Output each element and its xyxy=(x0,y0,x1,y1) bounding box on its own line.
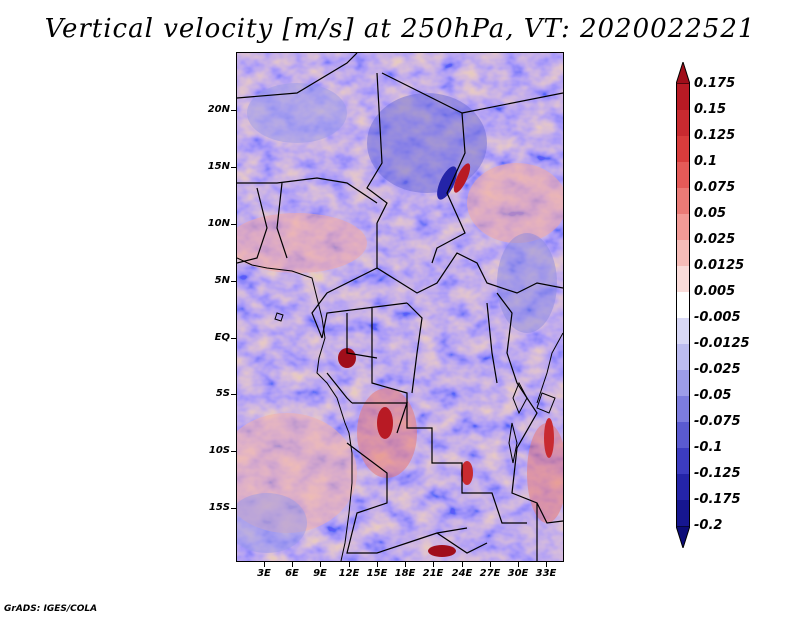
lat-label-eq: EQ xyxy=(214,332,230,343)
lon-label-27e: 27E xyxy=(479,568,501,579)
lat-label-10s: 10S xyxy=(208,445,230,456)
colorbar-label: -0.1 xyxy=(694,440,723,455)
colorbar-segment xyxy=(676,188,690,214)
lon-label-9e: 9E xyxy=(313,568,327,579)
lon-tick xyxy=(490,562,491,567)
colorbar-label: 0.0125 xyxy=(694,258,745,273)
map-field xyxy=(237,53,563,561)
lon-label-21e: 21E xyxy=(422,568,444,579)
colorbar-label: 0.15 xyxy=(694,102,727,117)
grads-credit: GrADS: IGES/COLA xyxy=(4,604,98,614)
colorbar-segment xyxy=(676,266,690,292)
colorbar-label: 0.075 xyxy=(694,180,736,195)
lat-tick xyxy=(231,451,236,452)
lon-label-15e: 15E xyxy=(366,568,388,579)
colorbar-label: -0.0125 xyxy=(694,336,750,351)
lat-tick xyxy=(231,224,236,225)
lat-label-20n: 20N xyxy=(207,104,230,115)
velocity-map xyxy=(236,52,564,562)
colorbar-segment xyxy=(676,474,690,500)
lat-tick xyxy=(231,508,236,509)
colorbar-label: 0.025 xyxy=(694,232,736,247)
downdraft-regions xyxy=(237,83,557,553)
colorbar-label: -0.175 xyxy=(694,492,741,507)
lat-tick xyxy=(231,338,236,339)
strong-cells xyxy=(338,163,554,557)
lat-tick xyxy=(231,110,236,111)
lon-label-33e: 33E xyxy=(535,568,557,579)
colorbar-label: -0.025 xyxy=(694,362,741,377)
colorbar-label: -0.075 xyxy=(694,414,741,429)
lat-tick xyxy=(231,394,236,395)
lon-label-3e: 3E xyxy=(257,568,271,579)
colorbar-label: 0.1 xyxy=(694,154,718,169)
colorbar-label: 0.005 xyxy=(694,284,736,299)
colorbar-segment xyxy=(676,240,690,266)
colorbar-segment xyxy=(676,292,690,318)
country-borders xyxy=(237,53,563,561)
lon-tick xyxy=(546,562,547,567)
colorbar-segment xyxy=(676,344,690,370)
colorbar-label: -0.005 xyxy=(694,310,741,325)
colorbar-label: -0.2 xyxy=(694,518,723,533)
lat-label-5n: 5N xyxy=(214,275,230,286)
lat-label-5s: 5S xyxy=(215,388,230,399)
lon-tick xyxy=(264,562,265,567)
colorbar-segment xyxy=(676,370,690,396)
lon-tick xyxy=(292,562,293,567)
lon-label-30e: 30E xyxy=(507,568,529,579)
colorbar-segment xyxy=(676,318,690,344)
lon-tick xyxy=(349,562,350,567)
lon-tick xyxy=(377,562,378,567)
colorbar-segment xyxy=(676,162,690,188)
lat-tick xyxy=(231,281,236,282)
lon-tick xyxy=(518,562,519,567)
colorbar-segment xyxy=(676,214,690,240)
lat-label-10n: 10N xyxy=(207,218,230,229)
colorbar-segment xyxy=(676,422,690,448)
lon-label-18e: 18E xyxy=(394,568,416,579)
colorbar-bottom-arrow xyxy=(676,526,690,548)
lon-label-6e: 6E xyxy=(285,568,299,579)
colorbar-label: 0.125 xyxy=(694,128,736,143)
lon-label-24e: 24E xyxy=(451,568,473,579)
coastline xyxy=(237,257,563,561)
lon-tick xyxy=(405,562,406,567)
colorbar-label: 0.175 xyxy=(694,76,736,91)
colorbar-segment xyxy=(676,448,690,474)
colorbar-label: 0.05 xyxy=(694,206,727,221)
colorbar-segment xyxy=(676,136,690,162)
colorbar-label: -0.125 xyxy=(694,466,741,481)
lakes xyxy=(274,312,556,464)
lat-tick xyxy=(231,167,236,168)
chart-title: Vertical velocity [m/s] at 250hPa, VT: 2… xyxy=(44,14,756,44)
colorbar-segment xyxy=(676,500,690,526)
colorbar-label: -0.05 xyxy=(694,388,732,403)
lat-label-15s: 15S xyxy=(208,502,230,513)
lon-tick xyxy=(320,562,321,567)
lat-label-15n: 15N xyxy=(207,161,230,172)
colorbar-segment xyxy=(676,110,690,136)
colorbar-segment xyxy=(676,84,690,110)
lon-tick xyxy=(462,562,463,567)
colorbar-segment xyxy=(676,396,690,422)
lon-tick xyxy=(433,562,434,567)
colorbar-top-arrow xyxy=(676,62,690,84)
lon-label-12e: 12E xyxy=(338,568,360,579)
